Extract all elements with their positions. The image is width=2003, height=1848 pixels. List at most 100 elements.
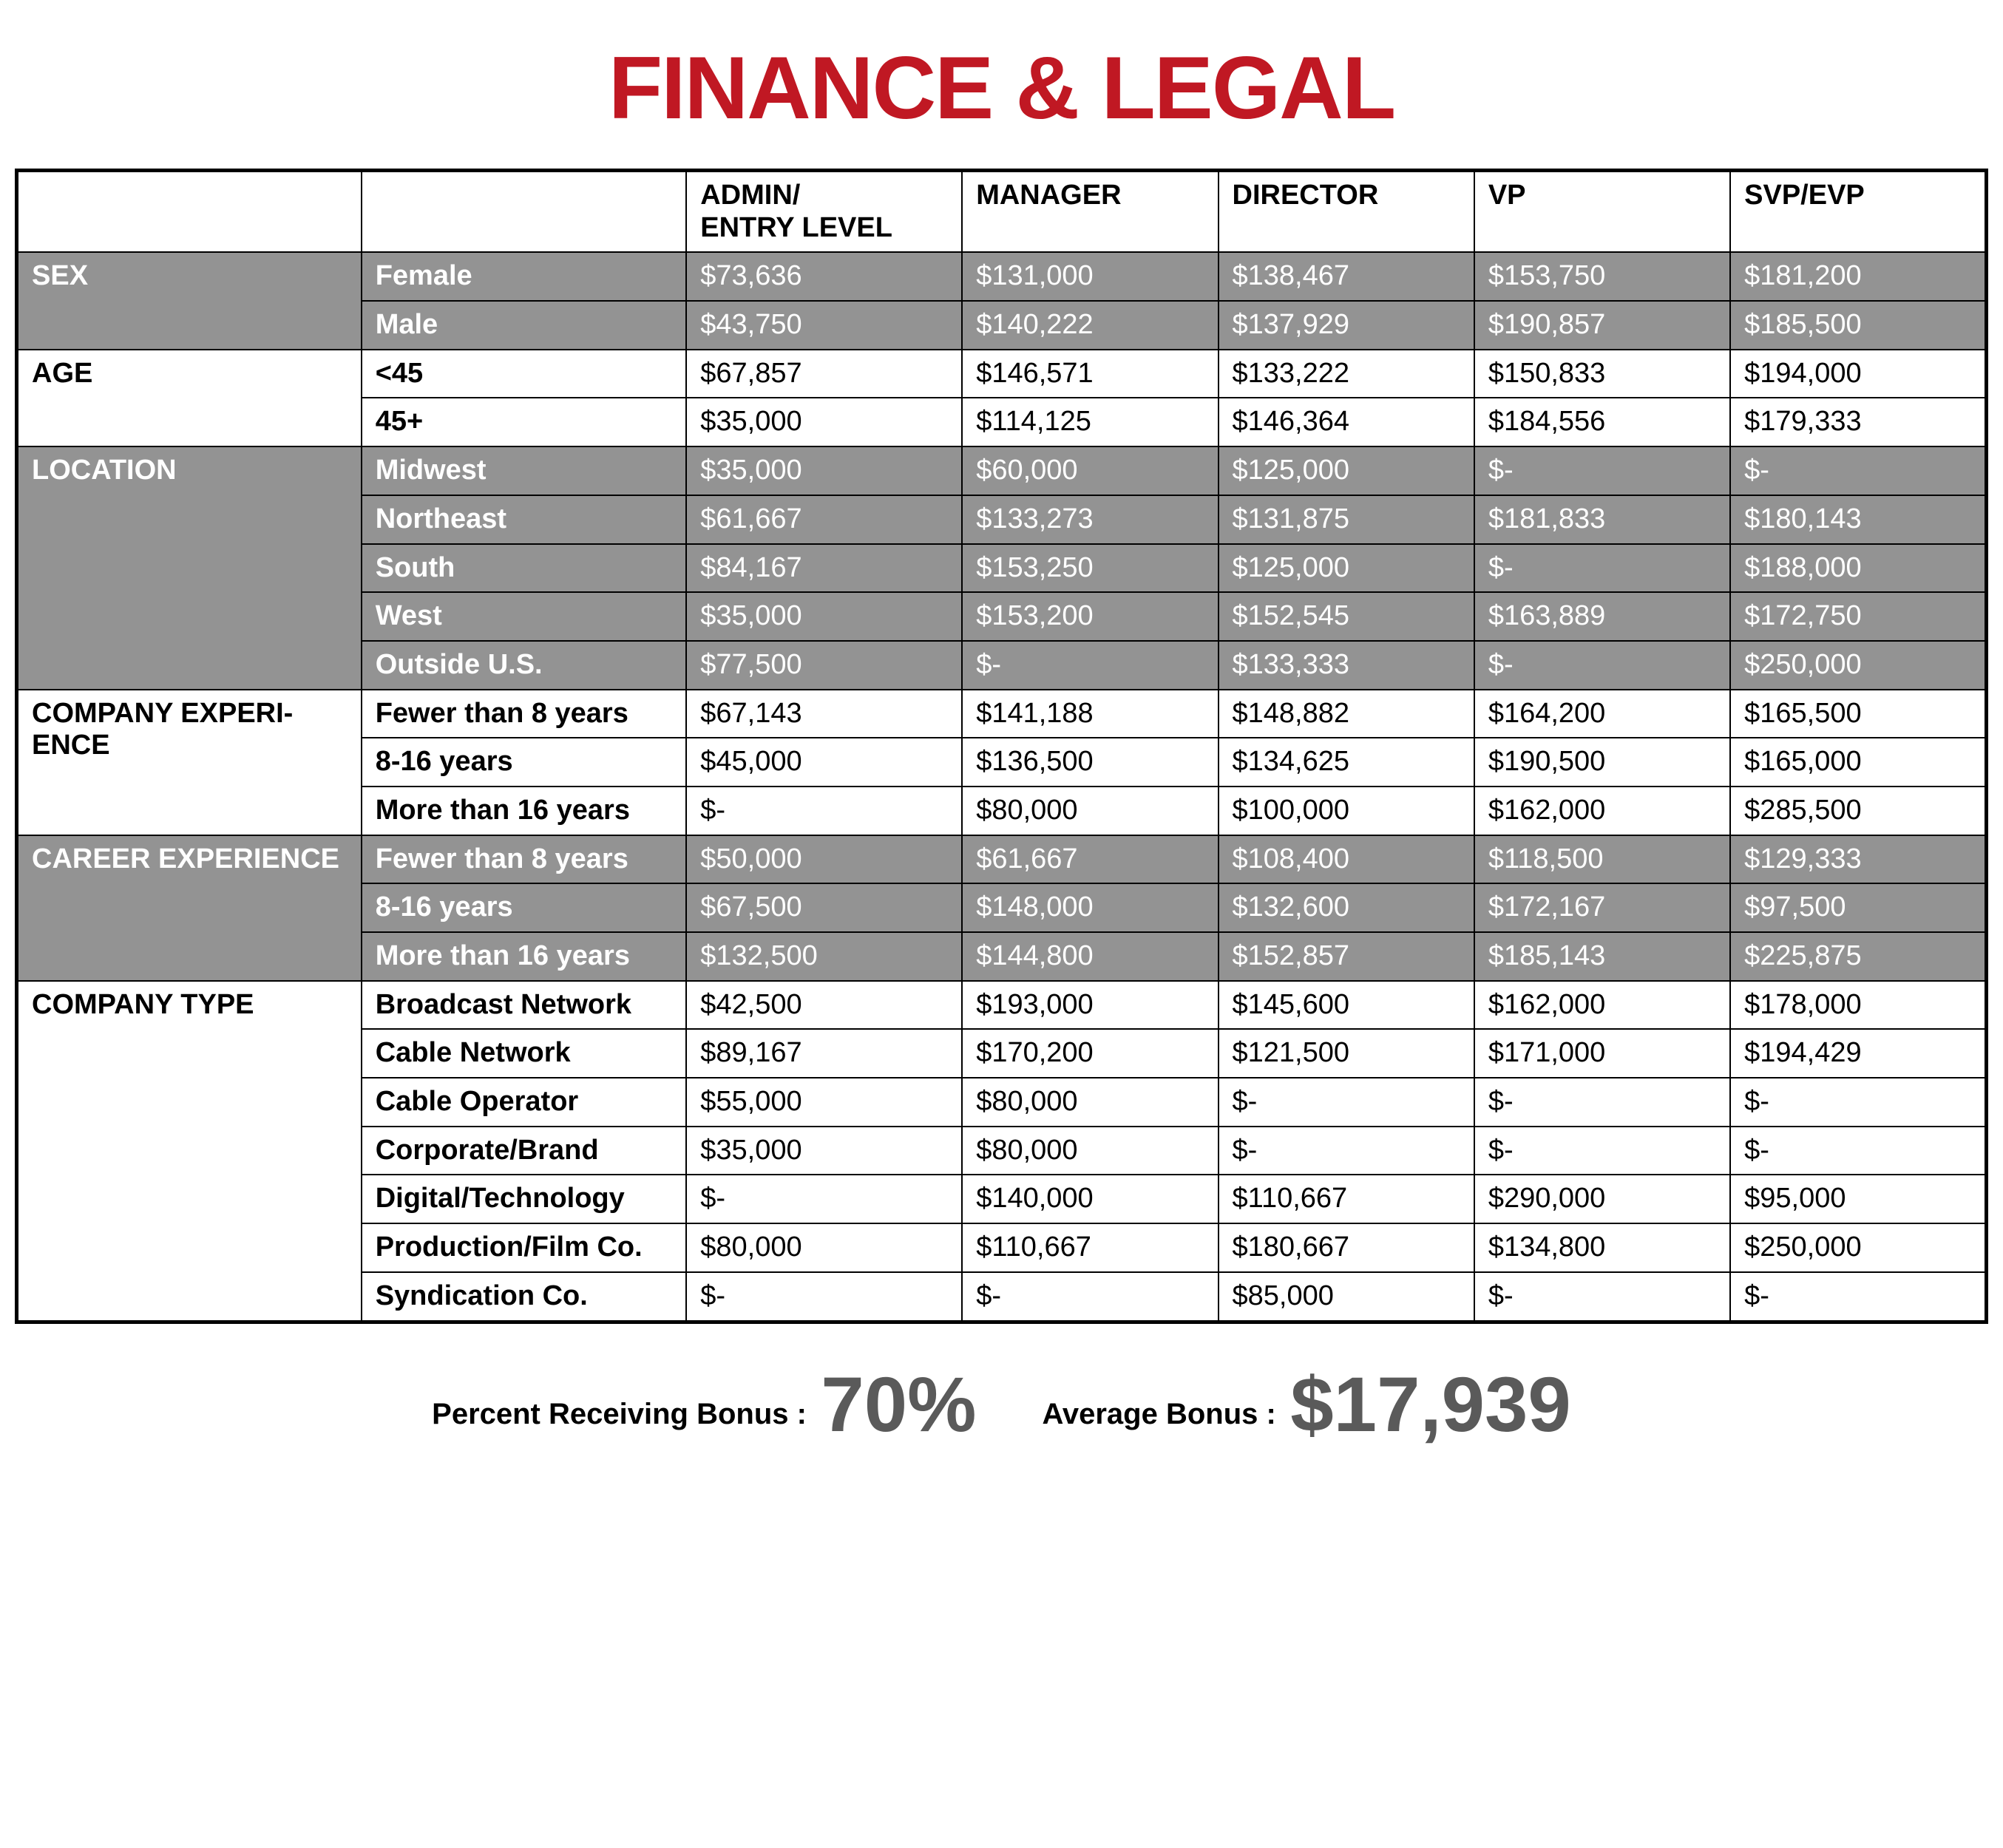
data-cell: $148,882 — [1219, 690, 1474, 738]
subcategory-label: West — [362, 592, 687, 641]
data-cell: $144,800 — [962, 932, 1218, 981]
data-cell: $108,400 — [1219, 835, 1474, 884]
data-cell: $152,545 — [1219, 592, 1474, 641]
data-cell: $193,000 — [962, 981, 1218, 1030]
data-cell: $80,000 — [962, 1127, 1218, 1175]
data-cell: $180,143 — [1730, 495, 1986, 544]
data-cell: $164,200 — [1474, 690, 1730, 738]
data-cell: $172,167 — [1474, 883, 1730, 932]
average-bonus-value: $17,939 — [1290, 1362, 1571, 1448]
data-cell: $85,000 — [1219, 1272, 1474, 1322]
data-cell: $170,200 — [962, 1029, 1218, 1078]
data-cell: $45,000 — [686, 738, 962, 787]
subcategory-label: Corporate/Brand — [362, 1127, 687, 1175]
subcategory-label: Fewer than 8 years — [362, 835, 687, 884]
data-cell: $- — [1219, 1127, 1474, 1175]
percent-bonus-value: 70% — [821, 1362, 976, 1448]
data-cell: $165,500 — [1730, 690, 1986, 738]
data-cell: $180,667 — [1219, 1223, 1474, 1272]
data-cell: $190,500 — [1474, 738, 1730, 787]
data-cell: $- — [962, 641, 1218, 690]
group-label: COMPANY EXPERI- ENCE — [17, 690, 362, 835]
group-label: CAREER EXPERIENCE — [17, 835, 362, 981]
data-cell: $84,167 — [686, 544, 962, 593]
data-cell: $43,750 — [686, 301, 962, 350]
group-label: LOCATION — [17, 446, 362, 689]
data-cell: $148,000 — [962, 883, 1218, 932]
data-cell: $165,000 — [1730, 738, 1986, 787]
data-cell: $61,667 — [686, 495, 962, 544]
table-row: SEXFemale$73,636$131,000$138,467$153,750… — [17, 252, 1987, 301]
data-cell: $- — [1474, 1127, 1730, 1175]
subcategory-label: 8-16 years — [362, 738, 687, 787]
data-cell: $- — [1219, 1078, 1474, 1127]
data-cell: $73,636 — [686, 252, 962, 301]
data-cell: $190,857 — [1474, 301, 1730, 350]
data-cell: $133,273 — [962, 495, 1218, 544]
data-cell: $- — [686, 1272, 962, 1322]
data-cell: $35,000 — [686, 592, 962, 641]
data-cell: $35,000 — [686, 1127, 962, 1175]
data-cell: $129,333 — [1730, 835, 1986, 884]
data-cell: $181,200 — [1730, 252, 1986, 301]
data-cell: $131,000 — [962, 252, 1218, 301]
subcategory-label: More than 16 years — [362, 932, 687, 981]
data-cell: $179,333 — [1730, 398, 1986, 446]
subcategory-label: Male — [362, 301, 687, 350]
data-cell: $181,833 — [1474, 495, 1730, 544]
data-cell: $- — [1474, 1078, 1730, 1127]
data-cell: $152,857 — [1219, 932, 1474, 981]
data-cell: $- — [1474, 446, 1730, 495]
data-cell: $185,143 — [1474, 932, 1730, 981]
salary-table: ADMIN/ ENTRY LEVELMANAGERDIRECTORVPSVP/E… — [15, 169, 1988, 1324]
group-label: SEX — [17, 252, 362, 349]
data-cell: $163,889 — [1474, 592, 1730, 641]
data-cell: $97,500 — [1730, 883, 1986, 932]
data-cell: $114,125 — [962, 398, 1218, 446]
data-cell: $171,000 — [1474, 1029, 1730, 1078]
table-row: LOCATIONMidwest$35,000$60,000$125,000$-$… — [17, 446, 1987, 495]
subcategory-label: Broadcast Network — [362, 981, 687, 1030]
data-cell: $80,000 — [686, 1223, 962, 1272]
data-cell: $67,500 — [686, 883, 962, 932]
data-cell: $- — [1474, 641, 1730, 690]
data-cell: $185,500 — [1730, 301, 1986, 350]
data-cell: $194,429 — [1730, 1029, 1986, 1078]
percent-bonus-label: Percent Receiving Bonus : — [432, 1398, 807, 1430]
data-cell: $133,222 — [1219, 350, 1474, 398]
data-cell: $134,800 — [1474, 1223, 1730, 1272]
subcategory-label: 8-16 years — [362, 883, 687, 932]
data-cell: $67,143 — [686, 690, 962, 738]
data-cell: $77,500 — [686, 641, 962, 690]
data-cell: $137,929 — [1219, 301, 1474, 350]
data-cell: $- — [1730, 1127, 1986, 1175]
data-cell: $118,500 — [1474, 835, 1730, 884]
column-header: MANAGER — [962, 171, 1218, 253]
data-cell: $- — [1730, 1272, 1986, 1322]
subcategory-label: Midwest — [362, 446, 687, 495]
data-cell: $138,467 — [1219, 252, 1474, 301]
subcategory-label: Female — [362, 252, 687, 301]
subcategory-label: Cable Operator — [362, 1078, 687, 1127]
column-header: DIRECTOR — [1219, 171, 1474, 253]
data-cell: $134,625 — [1219, 738, 1474, 787]
subcategory-label: Outside U.S. — [362, 641, 687, 690]
column-header — [17, 171, 362, 253]
data-cell: $150,833 — [1474, 350, 1730, 398]
data-cell: $61,667 — [962, 835, 1218, 884]
column-header: SVP/EVP — [1730, 171, 1986, 253]
data-cell: $153,250 — [962, 544, 1218, 593]
group-label: COMPANY TYPE — [17, 981, 362, 1322]
data-cell: $55,000 — [686, 1078, 962, 1127]
data-cell: $131,875 — [1219, 495, 1474, 544]
data-cell: $132,500 — [686, 932, 962, 981]
data-cell: $250,000 — [1730, 1223, 1986, 1272]
data-cell: $125,000 — [1219, 544, 1474, 593]
data-cell: $172,750 — [1730, 592, 1986, 641]
table-row: AGE<45$67,857$146,571$133,222$150,833$19… — [17, 350, 1987, 398]
average-bonus-label: Average Bonus : — [1042, 1398, 1275, 1430]
table-header: ADMIN/ ENTRY LEVELMANAGERDIRECTORVPSVP/E… — [17, 171, 1987, 253]
data-cell: $141,188 — [962, 690, 1218, 738]
data-cell: $- — [1474, 1272, 1730, 1322]
data-cell: $- — [1474, 544, 1730, 593]
